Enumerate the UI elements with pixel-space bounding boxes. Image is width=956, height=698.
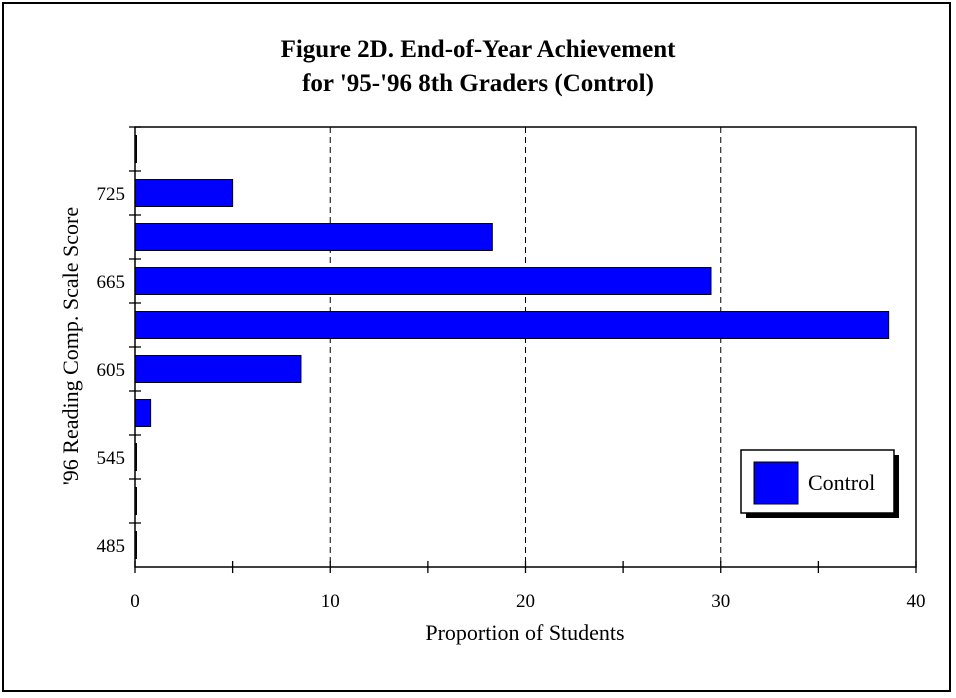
x-tick-label-0: 0 [130, 591, 140, 612]
legend-label: Control [808, 470, 875, 495]
bars-group [134, 135, 890, 559]
bar-605 [134, 355, 302, 383]
y-axis-title: '96 Reading Comp. Scale Score [58, 207, 83, 485]
legend-swatch [753, 461, 799, 505]
x-tick-label-20: 20 [516, 591, 535, 612]
bar-665 [134, 267, 712, 295]
chart-title-line1: Figure 2D. End-of-Year Achievement [280, 36, 676, 63]
y-tick-label-725: 725 [97, 184, 126, 205]
x-tick-label-30: 30 [711, 591, 730, 612]
chart-title-line2: for '95-'96 8th Graders (Control) [302, 70, 654, 97]
y-tick-label-665: 665 [97, 272, 126, 293]
bar-635 [134, 311, 890, 339]
grid-lines [329, 127, 722, 567]
bar-695 [134, 223, 493, 251]
x-tick-label-40: 40 [907, 591, 926, 612]
y-tick-label-545: 545 [97, 448, 126, 469]
bar-575 [134, 399, 152, 427]
x-tick-label-10: 10 [321, 591, 340, 612]
y-axis-ticks: 485 545 605 665 725 [97, 126, 141, 557]
x-axis-title: Proportion of Students [425, 620, 624, 645]
y-tick-label-485: 485 [97, 536, 126, 557]
legend: Control [740, 449, 899, 518]
y-tick-label-605: 605 [97, 360, 126, 381]
bar-725 [134, 179, 234, 207]
x-axis-ticks: 0 10 20 30 40 [130, 561, 926, 612]
